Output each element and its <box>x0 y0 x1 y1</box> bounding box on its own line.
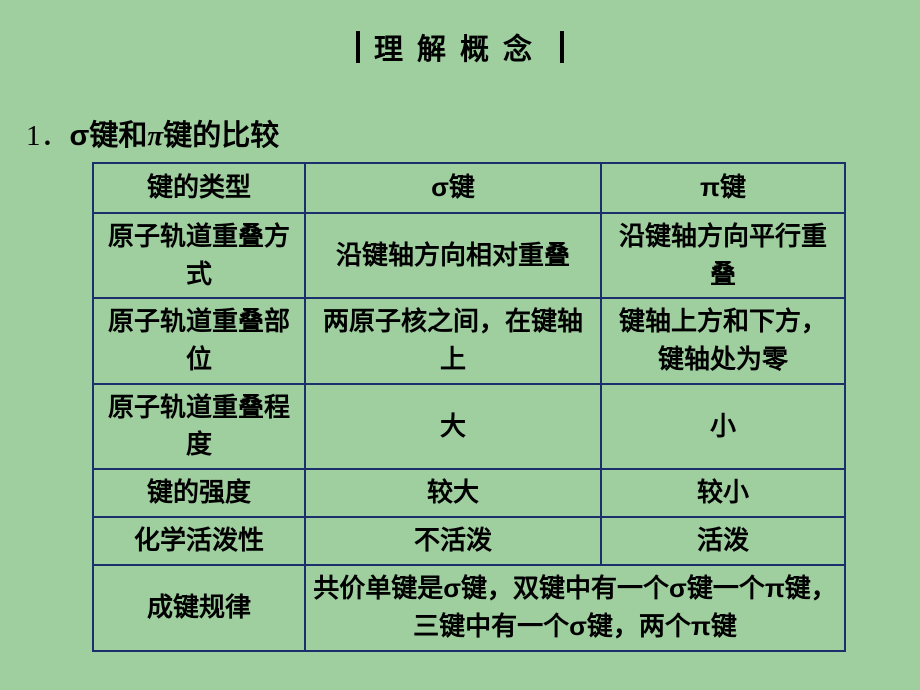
table-row: 化学活泼性 不活泼 活泼 <box>93 517 845 565</box>
comparison-table: 键的类型 σ键 π键 原子轨道重叠方式 沿键轴方向相对重叠 沿键轴方向平行重叠 … <box>92 162 846 652</box>
cell-pi: 活泼 <box>601 517 845 565</box>
row-label: 原子轨道重叠部位 <box>93 298 305 383</box>
section-title-a: σ键和 <box>70 120 148 152</box>
table-row: 键的强度 较大 较小 <box>93 469 845 517</box>
cell-pi: 沿键轴方向平行重叠 <box>601 213 845 298</box>
cell-merged: 共价单键是σ键，双键中有一个σ键一个π键，三键中有一个σ键，两个π键 <box>305 565 845 650</box>
th-sigma: σ键 <box>305 163 601 213</box>
header-bar: 理解概念 <box>356 26 564 68</box>
row-label: 原子轨道重叠方式 <box>93 213 305 298</box>
row-label: 键的强度 <box>93 469 305 517</box>
cell-sigma: 沿键轴方向相对重叠 <box>305 213 601 298</box>
table-row: 原子轨道重叠方式 沿键轴方向相对重叠 沿键轴方向平行重叠 <box>93 213 845 298</box>
header-title: 理解概念 <box>374 26 546 68</box>
section-title-c: 键的比较 <box>163 120 279 152</box>
row-label: 原子轨道重叠程度 <box>93 384 305 469</box>
section-number: 1． <box>26 120 70 152</box>
cell-pi: 小 <box>601 384 845 469</box>
cell-sigma: 两原子核之间，在键轴上 <box>305 298 601 383</box>
table-row: 原子轨道重叠程度 大 小 <box>93 384 845 469</box>
cell-pi: 键轴上方和下方，键轴处为零 <box>601 298 845 383</box>
cell-sigma: 大 <box>305 384 601 469</box>
row-label: 成键规律 <box>93 565 305 650</box>
cell-sigma: 较大 <box>305 469 601 517</box>
section-title: 1．σ键和π键的比较 <box>26 112 279 154</box>
header-left-bar <box>356 31 360 63</box>
row-label: 化学活泼性 <box>93 517 305 565</box>
cell-sigma: 不活泼 <box>305 517 601 565</box>
section-title-pi: π <box>147 120 163 152</box>
table-header-row: 键的类型 σ键 π键 <box>93 163 845 213</box>
header-right-bar <box>560 31 564 63</box>
th-pi: π键 <box>601 163 845 213</box>
cell-pi: 较小 <box>601 469 845 517</box>
th-type: 键的类型 <box>93 163 305 213</box>
table-last-row: 成键规律 共价单键是σ键，双键中有一个σ键一个π键，三键中有一个σ键，两个π键 <box>93 565 845 650</box>
table-row: 原子轨道重叠部位 两原子核之间，在键轴上 键轴上方和下方，键轴处为零 <box>93 298 845 383</box>
